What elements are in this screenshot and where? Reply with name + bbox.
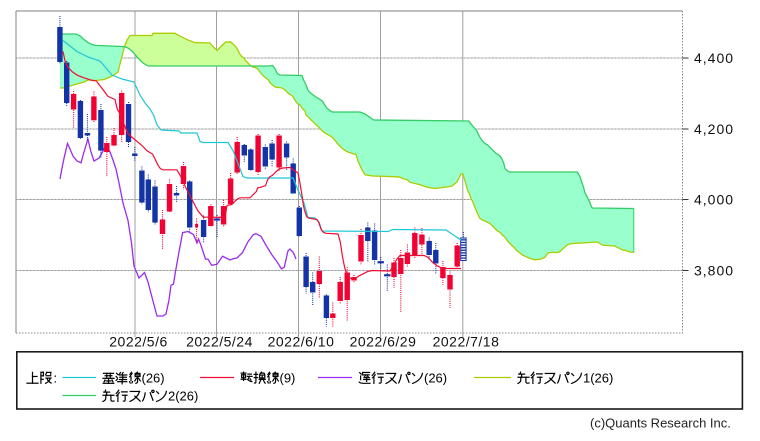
- svg-text:2022/5/6: 2022/5/6: [109, 334, 168, 350]
- svg-text:2022/7/18: 2022/7/18: [433, 334, 500, 350]
- svg-text:2022/6/29: 2022/6/29: [350, 334, 417, 350]
- svg-text:4,400: 4,400: [694, 50, 734, 66]
- svg-text:(9): (9): [280, 371, 296, 386]
- svg-text:(c)Quants Research Inc.: (c)Quants Research Inc.: [590, 416, 731, 431]
- svg-text:1(26): 1(26): [583, 371, 613, 386]
- svg-text:4,000: 4,000: [694, 191, 734, 207]
- svg-text:(26): (26): [424, 371, 447, 386]
- svg-text::: :: [54, 371, 58, 386]
- svg-text:3,800: 3,800: [694, 262, 734, 278]
- svg-text:2022/6/10: 2022/6/10: [268, 334, 335, 350]
- svg-text:2(26): 2(26): [168, 389, 198, 404]
- svg-text:4,200: 4,200: [694, 121, 734, 137]
- svg-text:(26): (26): [142, 371, 165, 386]
- svg-text:2022/5/24: 2022/5/24: [186, 334, 253, 350]
